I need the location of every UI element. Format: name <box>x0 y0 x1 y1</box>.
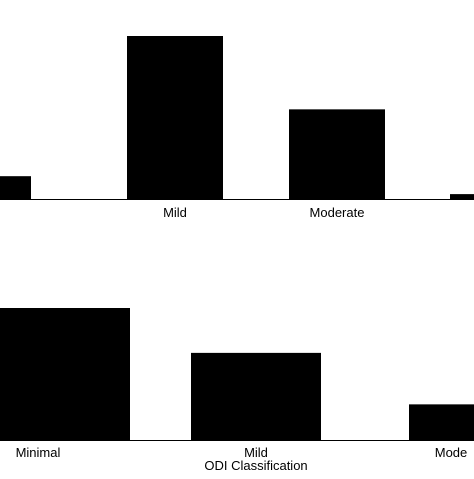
tick-label-minimal: Minimal <box>16 445 61 460</box>
bar-mild <box>191 353 321 440</box>
tick-label-mild: Mild <box>163 205 187 220</box>
x-axis-title: ODI Classification <box>204 458 307 473</box>
bar-severe <box>450 194 474 199</box>
bar-mild <box>127 36 223 199</box>
bar-minimal <box>0 308 130 440</box>
bar-moderate <box>409 404 474 440</box>
bar-minimal <box>0 176 31 199</box>
chart-panel-1: inimalMildModerate <box>0 36 474 220</box>
tick-label-moderate: Mode <box>435 445 468 460</box>
bar-moderate <box>289 109 385 199</box>
tick-label-moderate: Moderate <box>310 205 365 220</box>
